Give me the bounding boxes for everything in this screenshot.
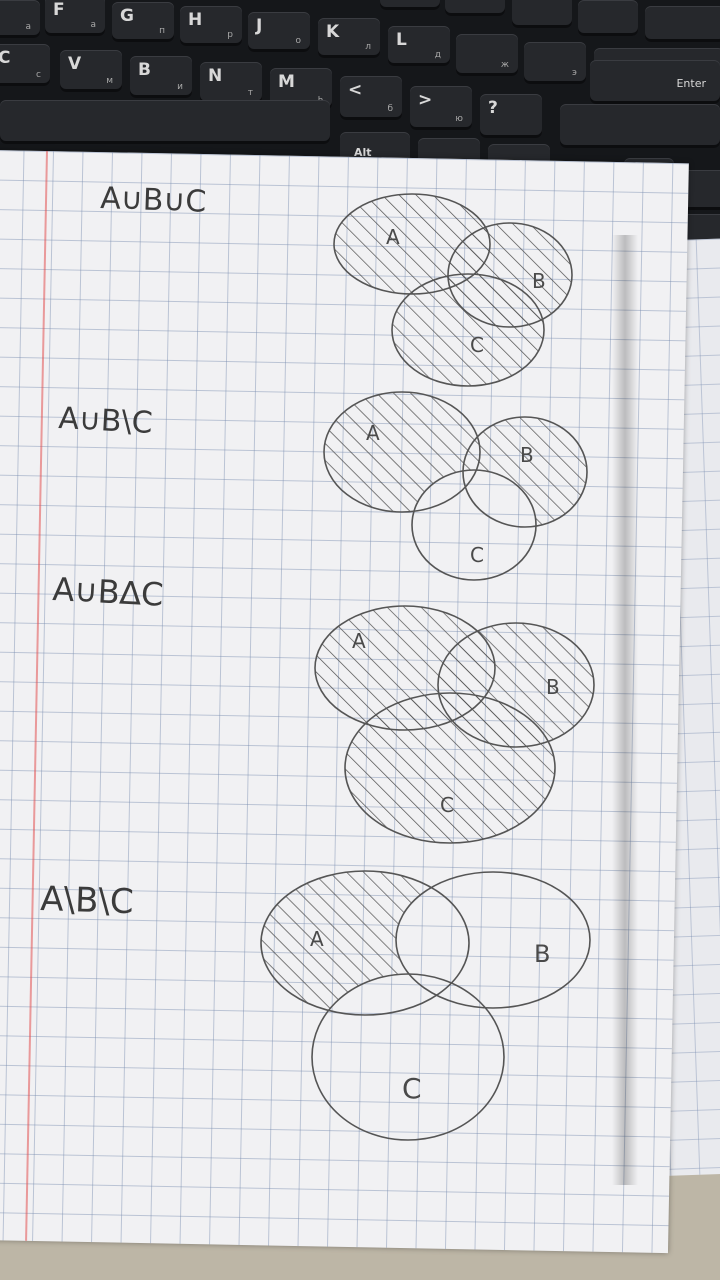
label-b: B bbox=[534, 940, 550, 968]
label-a: A bbox=[310, 927, 324, 951]
label-c: C bbox=[402, 1072, 422, 1105]
